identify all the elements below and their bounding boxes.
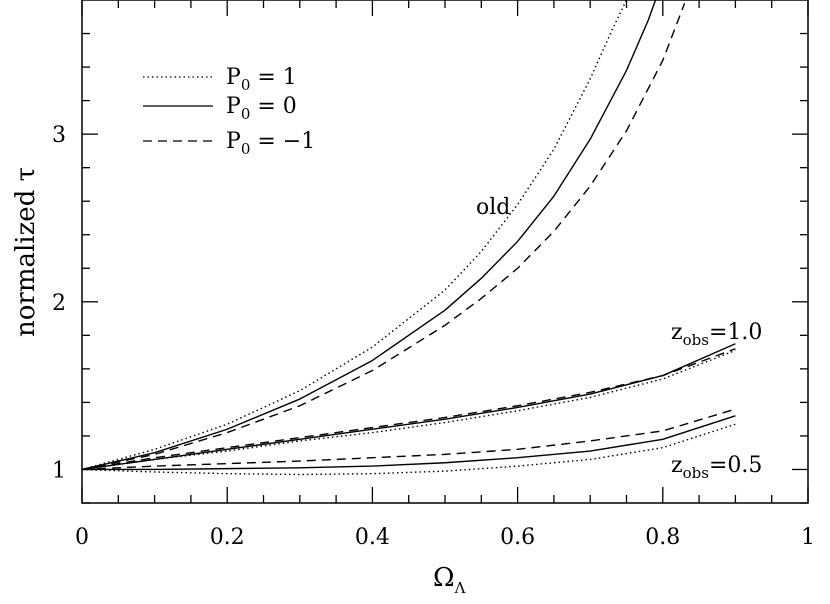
legend-label-dashed: P0 = −1	[226, 129, 315, 158]
x-tick-label: 0.4	[355, 525, 390, 550]
x-tick-label: 0	[75, 525, 89, 550]
series-line-z-0-5-solid	[82, 415, 736, 471]
x-axis-title: ΩΛ	[433, 563, 466, 597]
annotation-z-1-0: zobs=1.0	[671, 320, 762, 349]
x-tick-label: 1	[801, 525, 815, 550]
series-line-z-0-5-dashed	[81, 408, 736, 471]
tick-labels: 0 0.2 0.4 0.6 0.8 1 1 2 3	[52, 123, 815, 550]
series-line-old-dashed	[81, 3, 686, 471]
y-tick-label: 1	[52, 458, 66, 483]
x-tick-label: 0.6	[500, 525, 535, 550]
series-line-old-dotted	[81, 0, 628, 471]
series-line-z-1-0-dashed	[81, 348, 736, 471]
legend-label-dotted: P0 = 1	[226, 65, 297, 94]
y-tick-label: 2	[52, 291, 66, 316]
y-axis-title: normalized τ	[11, 167, 41, 337]
series-line-z-1-0-dotted	[81, 349, 736, 471]
series-line-z-1-0-solid	[81, 343, 736, 471]
annotation-old: old	[476, 195, 510, 220]
series-line-z-0-5-dotted	[81, 423, 736, 476]
x-tick-label: 0.2	[210, 525, 245, 550]
series-layer	[81, 0, 736, 476]
legend-label-solid: P0 = 0	[226, 94, 297, 123]
x-tick-label: 0.8	[645, 525, 680, 550]
series-line-old-solid	[81, 0, 657, 471]
y-tick-label: 3	[52, 123, 66, 148]
annotation-z-0-5: zobs=0.5	[671, 453, 762, 482]
legend: P0 = 1 P0 = 0 P0 = −1	[143, 65, 315, 158]
ticks	[81, 0, 809, 504]
